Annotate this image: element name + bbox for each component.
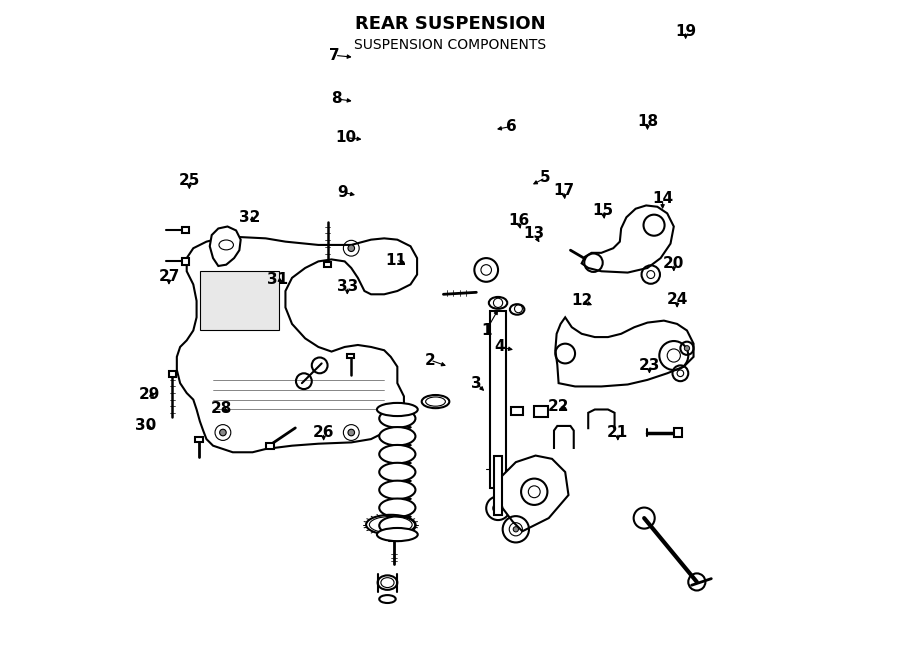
Text: 20: 20 <box>663 256 685 271</box>
Polygon shape <box>176 237 417 452</box>
Text: 14: 14 <box>652 191 673 206</box>
Circle shape <box>220 245 226 252</box>
Ellipse shape <box>377 528 418 541</box>
Text: 18: 18 <box>637 114 658 130</box>
Text: 27: 27 <box>158 269 180 284</box>
Text: 6: 6 <box>506 119 517 134</box>
Ellipse shape <box>377 403 418 416</box>
Text: 15: 15 <box>593 203 614 218</box>
Circle shape <box>220 429 226 436</box>
Text: 4: 4 <box>494 340 505 354</box>
Text: 10: 10 <box>336 130 356 145</box>
Text: 2: 2 <box>425 352 436 368</box>
Bar <box>169 371 176 377</box>
Text: 25: 25 <box>179 173 200 188</box>
Bar <box>347 354 354 358</box>
Text: REAR SUSPENSION: REAR SUSPENSION <box>355 15 545 32</box>
Polygon shape <box>210 227 240 266</box>
Text: 22: 22 <box>548 399 570 414</box>
Text: 29: 29 <box>139 387 160 402</box>
Text: 8: 8 <box>331 91 341 106</box>
Bar <box>200 271 279 330</box>
Text: 12: 12 <box>571 293 592 309</box>
Polygon shape <box>581 206 674 272</box>
Circle shape <box>348 429 355 436</box>
Text: 5: 5 <box>540 171 551 185</box>
Bar <box>194 437 202 442</box>
Text: 3: 3 <box>471 375 482 391</box>
Bar <box>182 258 189 264</box>
Ellipse shape <box>379 498 416 517</box>
Bar <box>491 311 506 488</box>
Ellipse shape <box>379 409 416 428</box>
Text: 9: 9 <box>338 185 348 200</box>
Polygon shape <box>555 317 694 387</box>
Text: 26: 26 <box>313 425 335 440</box>
Ellipse shape <box>379 463 416 481</box>
Text: SUSPENSION COMPONENTS: SUSPENSION COMPONENTS <box>354 38 546 52</box>
Text: 30: 30 <box>135 418 157 434</box>
Ellipse shape <box>379 516 416 535</box>
Text: 32: 32 <box>238 210 260 225</box>
Text: 7: 7 <box>329 48 340 63</box>
Text: 11: 11 <box>385 253 407 268</box>
Text: 13: 13 <box>524 226 544 241</box>
Polygon shape <box>498 455 569 531</box>
Text: 1: 1 <box>481 323 491 338</box>
Bar <box>324 262 331 267</box>
Ellipse shape <box>379 481 416 499</box>
Bar <box>182 227 189 233</box>
Bar <box>534 406 548 417</box>
Text: 17: 17 <box>554 184 574 198</box>
Text: 28: 28 <box>211 401 231 416</box>
Text: 23: 23 <box>639 358 660 373</box>
Text: 33: 33 <box>337 279 358 294</box>
Circle shape <box>513 527 518 532</box>
Ellipse shape <box>379 427 416 446</box>
Circle shape <box>684 346 689 351</box>
Text: 31: 31 <box>267 272 288 287</box>
Bar <box>494 455 502 515</box>
Bar <box>511 407 523 414</box>
Circle shape <box>348 245 355 252</box>
Text: 21: 21 <box>608 425 628 440</box>
Text: 24: 24 <box>666 292 688 307</box>
Ellipse shape <box>379 445 416 463</box>
Text: 19: 19 <box>675 24 697 38</box>
Text: 16: 16 <box>508 213 529 228</box>
Bar <box>266 443 274 449</box>
Bar <box>674 428 681 437</box>
